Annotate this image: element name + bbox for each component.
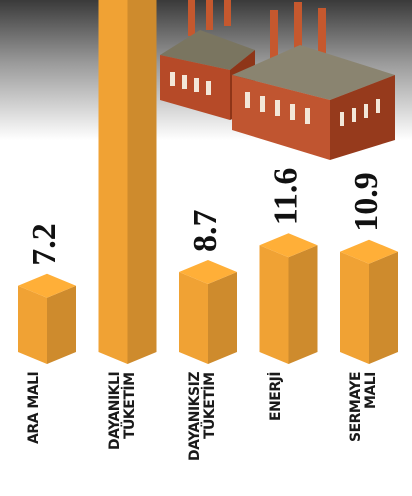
- bar: [98, 0, 157, 364]
- bar-top-face: [18, 273, 76, 298]
- bar-left-face: [98, 0, 128, 364]
- bar-left-face: [18, 285, 47, 364]
- value-label: 11.6: [267, 168, 304, 226]
- bar-left-face: [179, 271, 208, 364]
- bar-right-face: [369, 251, 398, 364]
- bar: [340, 239, 398, 364]
- value-label: 8.7: [187, 209, 224, 252]
- bar-right-face: [127, 0, 157, 364]
- value-label: 10.9: [348, 172, 385, 232]
- bar-right-face: [288, 245, 318, 364]
- bar-left-face: [259, 245, 289, 364]
- bar-right-face: [208, 271, 237, 364]
- value-label: 7.2: [26, 223, 63, 266]
- factory-illustration: [160, 0, 395, 160]
- bar: [179, 259, 237, 364]
- category-label: ENERJİ: [267, 372, 284, 422]
- bar-top-face: [340, 239, 398, 264]
- category-label: DAYANIKLI TÜKETİM: [106, 372, 138, 451]
- bar-top-face: [259, 233, 318, 258]
- category-label: ARA MALI: [26, 372, 42, 445]
- category-label: DAYANIKSIZ TÜKETİM: [187, 372, 218, 461]
- bar-left-face: [340, 251, 369, 364]
- bar: [259, 233, 318, 364]
- bar-top-face: [179, 259, 237, 284]
- bar-right-face: [47, 285, 76, 364]
- category-label: SERMAYE MALI: [348, 372, 379, 443]
- bar: [18, 273, 76, 364]
